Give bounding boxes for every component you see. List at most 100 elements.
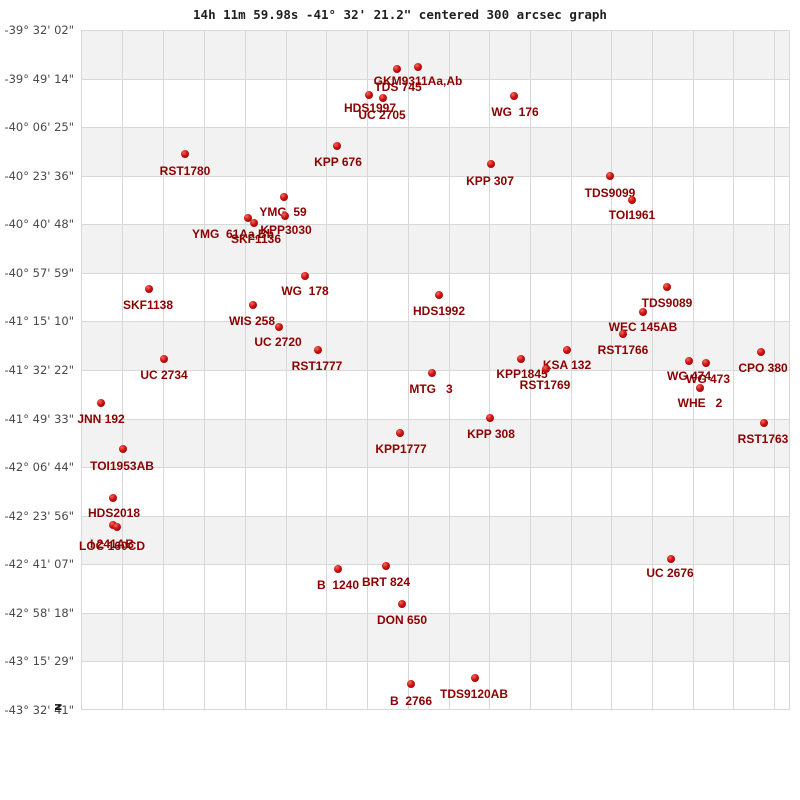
star-label: SKF1136 bbox=[230, 232, 282, 246]
star-label: KPP 676 bbox=[314, 155, 362, 169]
star-label: HDS1997 bbox=[343, 101, 397, 115]
star-point bbox=[628, 196, 636, 204]
star-label: UC 2705 bbox=[358, 108, 406, 122]
star-label: SKF1138 bbox=[122, 298, 174, 312]
star-point bbox=[663, 283, 671, 291]
star-label: KPP 308 bbox=[467, 427, 515, 441]
star-label: TDS9120AB bbox=[439, 687, 509, 701]
star-label: WHE 2 bbox=[677, 396, 723, 410]
star-point bbox=[181, 150, 189, 158]
y-axis-tick-label: -43° 32' 41" bbox=[4, 703, 74, 717]
star-point bbox=[428, 369, 436, 377]
gridline-horizontal bbox=[82, 661, 789, 662]
y-axis-tick-label: -40° 40' 48" bbox=[4, 217, 74, 231]
y-axis-tick-label: -41° 49' 33" bbox=[4, 412, 74, 426]
star-point bbox=[667, 555, 675, 563]
gridline-horizontal bbox=[82, 516, 789, 517]
star-label: TOI1961 bbox=[608, 208, 656, 222]
star-label: TOI1953AB bbox=[90, 459, 154, 473]
row-band bbox=[82, 225, 789, 274]
y-axis-tick-label: -42° 58' 18" bbox=[4, 606, 74, 620]
star-point bbox=[280, 193, 288, 201]
star-point bbox=[301, 272, 309, 280]
star-label: TDS9089 bbox=[641, 296, 693, 310]
star-point bbox=[517, 355, 525, 363]
star-label: WG 473 bbox=[685, 372, 731, 386]
star-label: RST1763 bbox=[737, 432, 789, 446]
star-point bbox=[606, 172, 614, 180]
y-axis-tick-label: -42° 06' 44" bbox=[4, 460, 74, 474]
star-point bbox=[471, 674, 479, 682]
star-point bbox=[696, 384, 704, 392]
star-point bbox=[486, 414, 494, 422]
row-band bbox=[82, 517, 789, 565]
star-point bbox=[379, 94, 387, 102]
star-point bbox=[760, 419, 768, 427]
star-label: DON 650 bbox=[376, 613, 428, 627]
star-label: WG 178 bbox=[281, 284, 329, 298]
star-point bbox=[314, 346, 322, 354]
star-point bbox=[487, 160, 495, 168]
north-indicator: N bbox=[52, 703, 62, 711]
row-band bbox=[82, 31, 789, 80]
star-label: KPP1777 bbox=[375, 442, 427, 456]
star-point bbox=[250, 219, 258, 227]
star-point bbox=[702, 359, 710, 367]
star-label: LOC 160CD bbox=[78, 539, 146, 553]
star-label: RST1769 bbox=[519, 378, 571, 392]
star-point bbox=[119, 445, 127, 453]
y-axis-tick-label: -41° 15' 10" bbox=[4, 314, 74, 328]
star-label: UC 2720 bbox=[254, 335, 302, 349]
star-label: GKM9311Aa,Ab bbox=[373, 74, 463, 88]
gridline-horizontal bbox=[82, 321, 789, 322]
star-point bbox=[396, 429, 404, 437]
star-label: YMG 59 bbox=[259, 205, 307, 219]
star-point bbox=[334, 565, 342, 573]
y-axis-tick-label: -42° 41' 07" bbox=[4, 557, 74, 571]
gridline-horizontal bbox=[82, 127, 789, 128]
gridline-horizontal bbox=[82, 79, 789, 80]
star-label: KPP 307 bbox=[466, 174, 514, 188]
star-point bbox=[542, 365, 550, 373]
star-label: MTG 3 bbox=[409, 382, 453, 396]
star-point bbox=[685, 357, 693, 365]
star-label: CPO 380 bbox=[738, 361, 788, 375]
plot-area bbox=[81, 30, 790, 710]
gridline-horizontal bbox=[82, 273, 789, 274]
star-point bbox=[757, 348, 765, 356]
gridline-horizontal bbox=[82, 176, 789, 177]
gridline-horizontal bbox=[82, 224, 789, 225]
star-point bbox=[249, 301, 257, 309]
star-point bbox=[113, 523, 121, 531]
star-point bbox=[97, 399, 105, 407]
star-point bbox=[275, 323, 283, 331]
star-label: TDS9099 bbox=[584, 186, 636, 200]
star-label: TDS 745 bbox=[374, 80, 422, 94]
star-label: UC 2676 bbox=[646, 566, 694, 580]
star-label: KPP1845 bbox=[496, 367, 548, 381]
gridline-horizontal bbox=[82, 564, 789, 565]
row-band bbox=[82, 614, 789, 662]
star-point bbox=[382, 562, 390, 570]
row-band bbox=[82, 322, 789, 371]
y-axis-tick-label: -43° 15' 29" bbox=[4, 654, 74, 668]
y-axis-tick-label: -39° 49' 14" bbox=[4, 72, 74, 86]
star-point bbox=[160, 355, 168, 363]
star-label: BRT 824 bbox=[361, 575, 411, 589]
star-point bbox=[244, 214, 252, 222]
star-label: RST1780 bbox=[159, 164, 211, 178]
star-label: WG 474 bbox=[666, 369, 712, 383]
star-label: HDS2018 bbox=[87, 506, 141, 520]
row-band bbox=[82, 128, 789, 177]
star-label: WIS 258 bbox=[228, 314, 276, 328]
gridline-horizontal bbox=[82, 419, 789, 420]
star-label: KPP3030 bbox=[260, 223, 312, 237]
star-point bbox=[639, 308, 647, 316]
star-point bbox=[414, 63, 422, 71]
star-point bbox=[365, 91, 373, 99]
star-label: B 2766 bbox=[389, 694, 433, 708]
star-point bbox=[435, 291, 443, 299]
chart-title: 14h 11m 59.98s -41° 32' 21.2" centered 3… bbox=[193, 7, 607, 22]
y-axis-tick-label: -40° 06' 25" bbox=[4, 120, 74, 134]
